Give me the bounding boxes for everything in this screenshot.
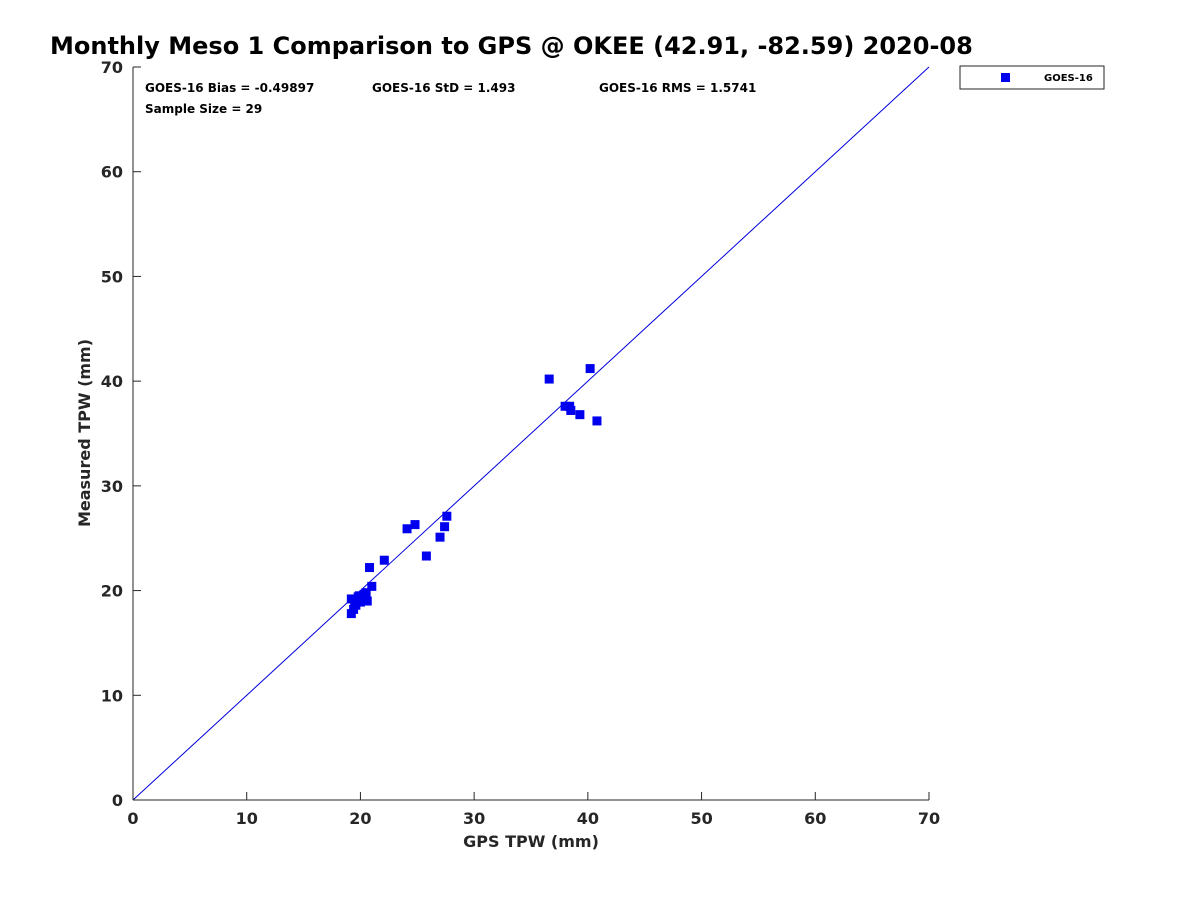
plot-area: 0 10 20 30 40 50 60 70 0 10 20 30 40 50 60 70 [101,58,940,828]
data-point [440,522,450,532]
reference-line-1-to-1 [132,66,930,801]
data-point [421,551,431,561]
x-axis-label: GPS TPW (mm) [463,832,599,851]
legend-marker-square [1001,73,1010,82]
y-tick-label: 20 [101,582,123,601]
data-point [354,591,364,601]
x-tick-label: 10 [236,809,258,828]
data-point [592,416,602,426]
data-point [402,524,412,534]
data-point [351,600,361,610]
y-axis-ticks: 0 10 20 30 40 50 60 70 [101,58,141,810]
y-tick-label: 60 [101,163,123,182]
stat-std: GOES-16 StD = 1.493 [372,81,515,95]
x-tick-label: 70 [918,809,940,828]
x-tick-label: 60 [804,809,826,828]
x-tick-label: 30 [463,809,485,828]
data-point [544,374,554,384]
data-point [575,410,585,420]
x-tick-label: 0 [127,809,138,828]
stat-bias: GOES-16 Bias = -0.49897 [145,81,314,95]
data-point [442,511,452,521]
x-tick-label: 40 [577,809,599,828]
y-tick-label: 0 [112,791,123,810]
y-tick-label: 30 [101,477,123,496]
chart-title: Monthly Meso 1 Comparison to GPS @ OKEE … [50,32,973,60]
stat-rms: GOES-16 RMS = 1.5741 [599,81,756,95]
data-point [585,364,595,374]
data-point [410,520,420,530]
x-tick-label: 20 [349,809,371,828]
data-point [365,563,375,573]
stat-sample-size: Sample Size = 29 [145,102,262,116]
data-point [560,401,570,411]
y-tick-label: 50 [101,267,123,286]
data-point [435,532,445,542]
legend-box [959,65,1105,90]
legend: GOES-16 [959,65,1105,90]
y-axis-label: Measured TPW (mm) [75,339,94,527]
data-point [362,596,372,606]
legend-label: GOES-16 [1044,73,1093,84]
data-point [361,588,371,598]
data-points [346,364,602,619]
y-tick-label: 40 [101,372,123,391]
x-axis-ticks: 0 10 20 30 40 50 60 70 [127,792,940,828]
x-tick-label: 50 [690,809,712,828]
data-point [367,581,377,591]
data-point [566,405,576,415]
y-tick-label: 10 [101,686,123,705]
y-tick-label: 70 [101,58,123,77]
data-point [379,555,389,565]
